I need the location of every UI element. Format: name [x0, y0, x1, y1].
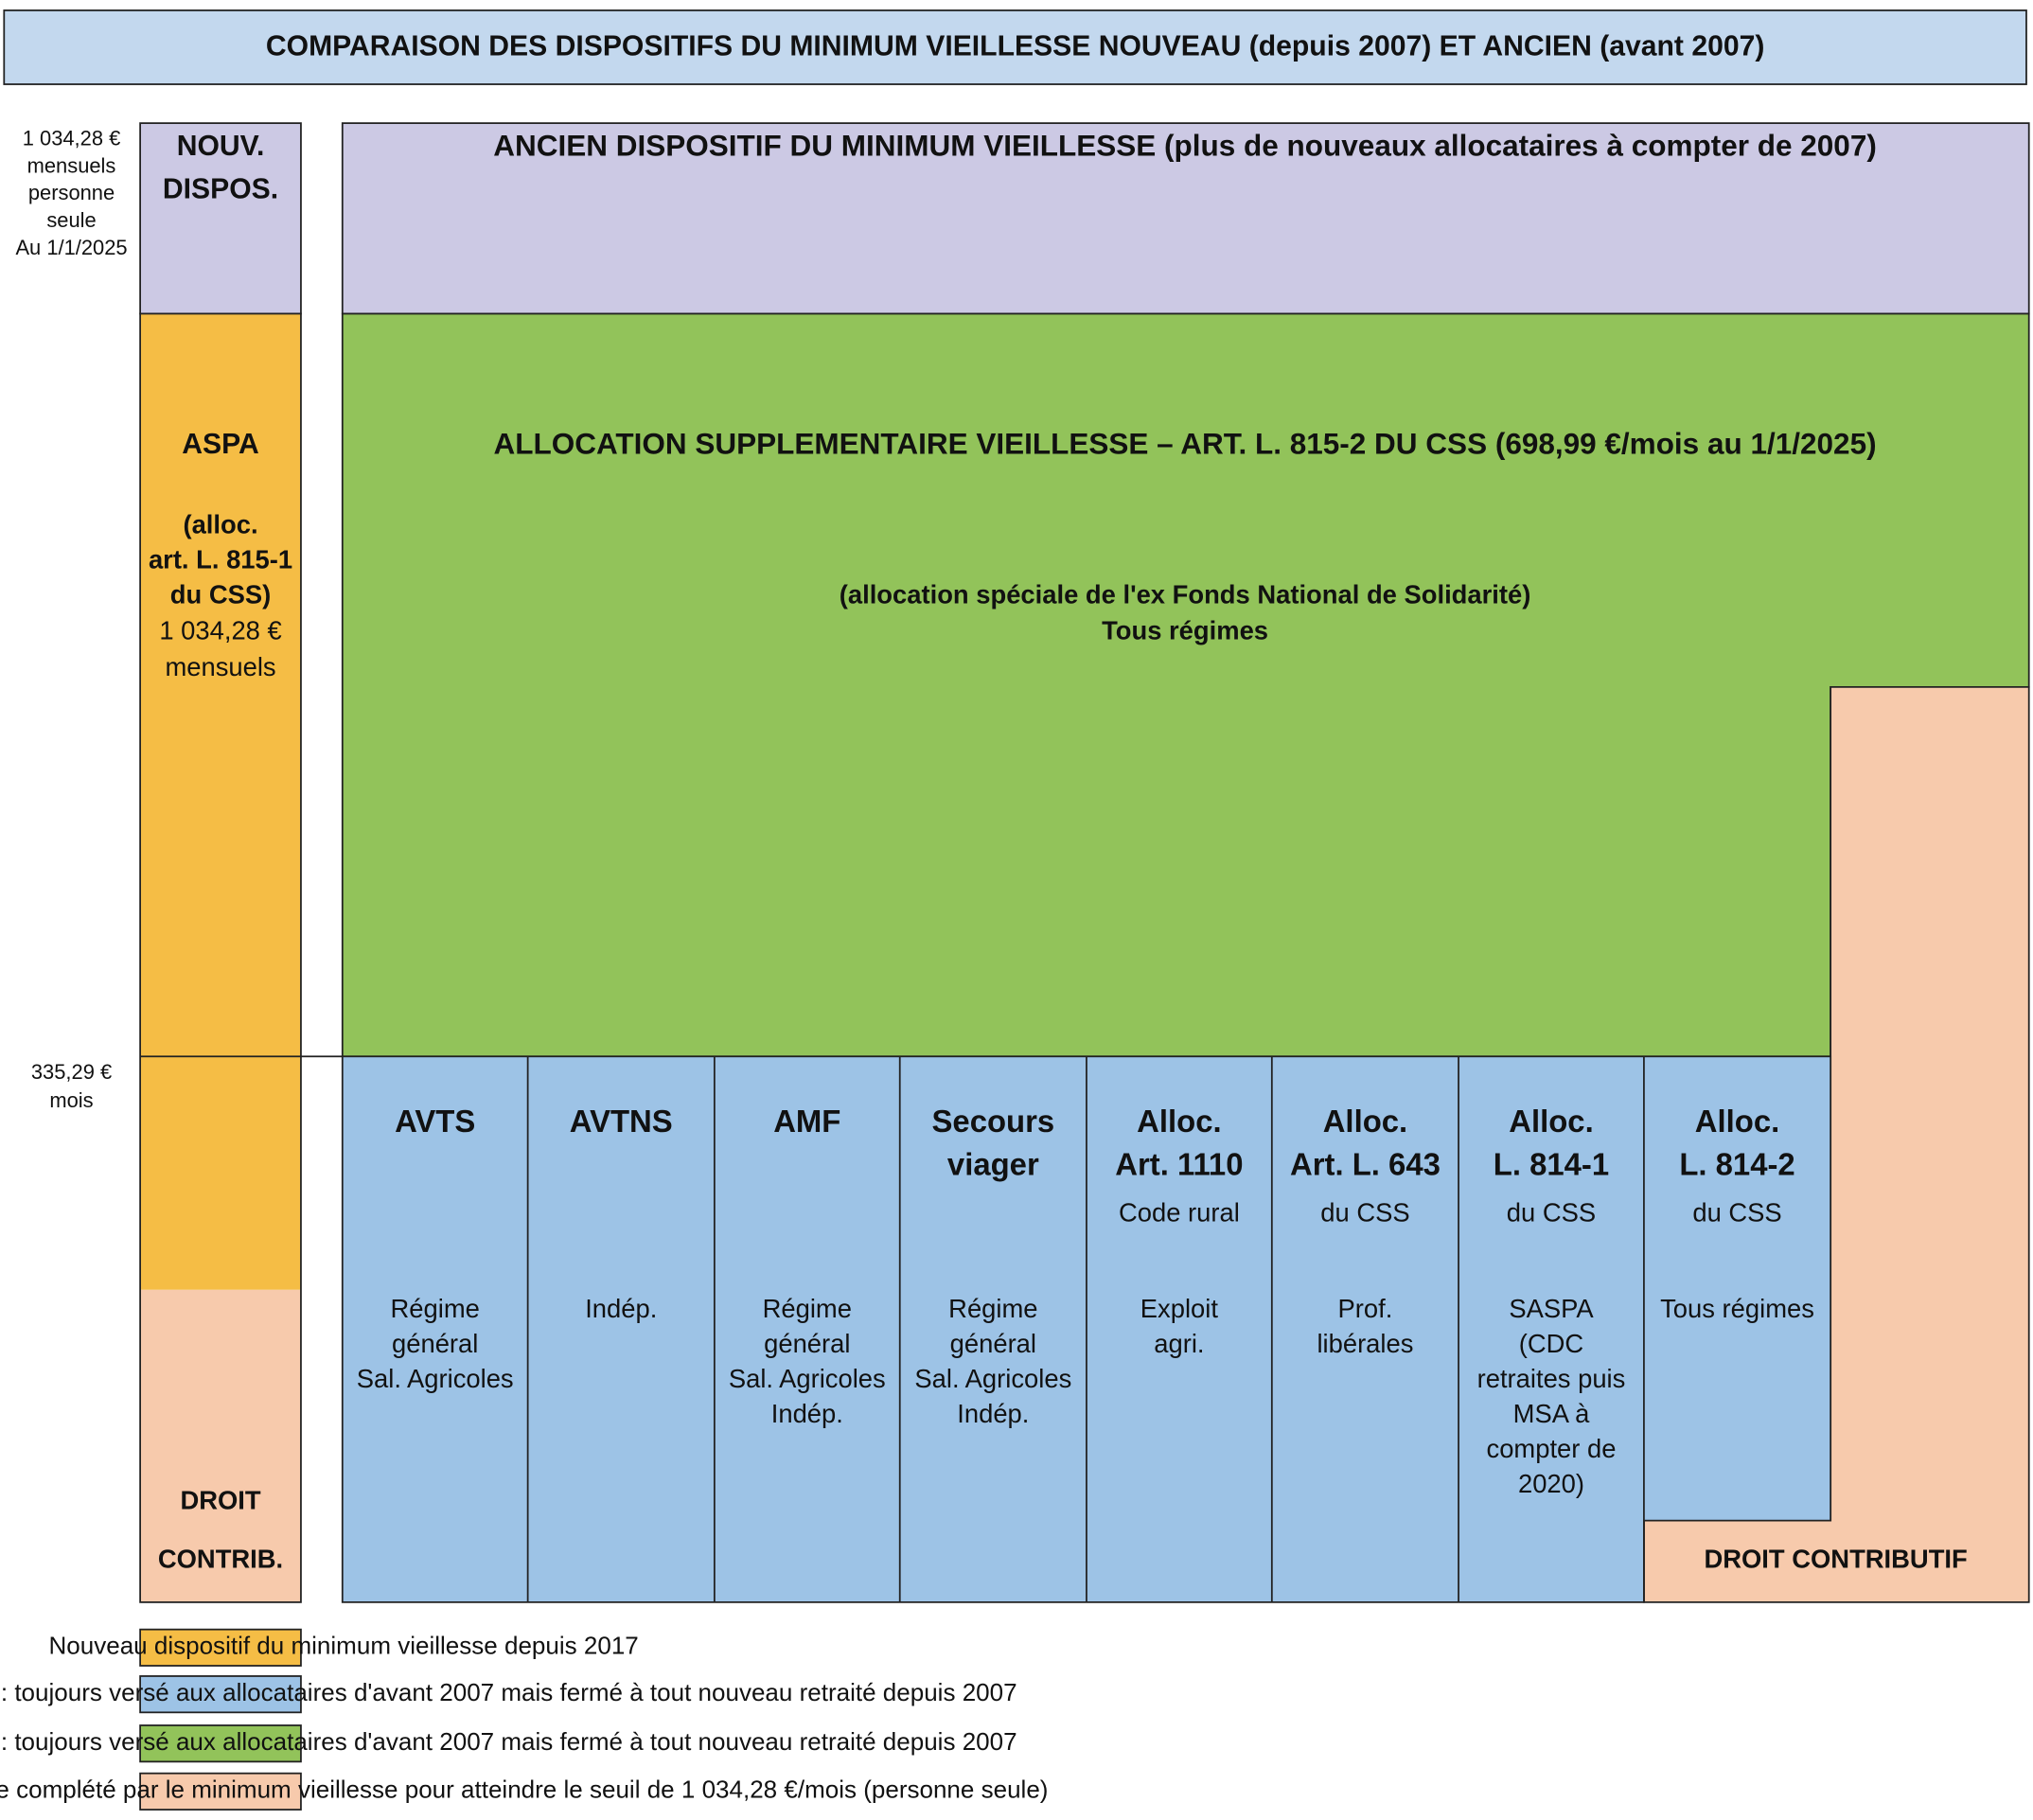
legend-swatch [139, 1675, 302, 1714]
label: Niveau 2 de l'ancien dispositif : toujou… [0, 1727, 1017, 1756]
label: DROIT [180, 1486, 260, 1515]
label: 1 034,28 € [23, 127, 121, 150]
legend-swatch [139, 1628, 302, 1667]
label: MSA à [1513, 1399, 1590, 1428]
label: Art. L. 643 [1290, 1146, 1441, 1181]
label: Art. 1110 [1115, 1146, 1243, 1181]
label: personne [28, 181, 115, 204]
label: COMPARAISON DES DISPOSITIFS DU MINIMUM V… [266, 31, 1765, 62]
label: DROIT CONTRIBUTIF [1704, 1544, 1967, 1573]
label: viager [947, 1146, 1039, 1181]
label: Au 1/1/2025 [15, 236, 127, 259]
label: mensuels [165, 652, 275, 681]
label: Alloc. [1137, 1104, 1221, 1139]
label: du CSS [1320, 1198, 1409, 1228]
label: Indép. [585, 1294, 657, 1323]
label: Nouveau dispositif du minimum vieillesse… [49, 1632, 639, 1660]
label: Alloc. [1695, 1104, 1779, 1139]
legend-swatch [139, 1724, 302, 1763]
label: Régime [948, 1294, 1037, 1323]
label: Indép. [771, 1399, 843, 1428]
label: Indép. [957, 1399, 1029, 1428]
label: Sal. Agricoles [357, 1364, 514, 1393]
legend-swatch [139, 1772, 302, 1811]
label: Sal. Agricoles [914, 1364, 1071, 1393]
label: AVTNS [570, 1104, 673, 1139]
label: Prof. [1338, 1294, 1393, 1323]
label: du CSS) [170, 579, 271, 609]
label: SASPA [1509, 1294, 1594, 1323]
aspa-box [140, 313, 301, 1290]
label: Secours [932, 1104, 1055, 1139]
label: ASPA [182, 429, 258, 460]
title-box [3, 9, 2027, 85]
green-box [341, 312, 2030, 1058]
label: AVTS [395, 1104, 475, 1139]
label: Tous régimes [1660, 1294, 1814, 1323]
label: 2020) [1518, 1469, 1584, 1498]
label: art. L. 815-1 [149, 544, 292, 574]
old-header-box [341, 122, 2030, 315]
label: Régime [391, 1294, 480, 1323]
label: général [764, 1329, 850, 1358]
label: (CDC [1519, 1329, 1583, 1358]
label: (alloc. [183, 509, 257, 539]
label: ANCIEN DISPOSITIF DU MINIMUM VIEILLESSE … [493, 128, 1877, 162]
label: (allocation spéciale de l'ex Fonds Natio… [840, 579, 1531, 609]
new-outline [139, 312, 302, 1603]
label: 335,29 € [31, 1060, 112, 1084]
label: retraites puis [1477, 1364, 1626, 1393]
label: Régime [763, 1294, 852, 1323]
label: 1 034,28 € [159, 616, 281, 645]
label: Alloc. [1509, 1104, 1593, 1139]
label: Tous régimes [1102, 616, 1268, 645]
new-droit-box [140, 1289, 301, 1602]
column-lines [526, 1056, 1645, 1602]
label: libérales [1317, 1329, 1413, 1358]
label: Sal. Agricoles [729, 1364, 886, 1393]
label: L. 814-1 [1494, 1146, 1609, 1181]
new-header-box [139, 122, 302, 315]
label: du CSS [1507, 1198, 1596, 1228]
label: seule [46, 208, 96, 232]
label: compter de [1487, 1434, 1617, 1463]
texts: COMPARAISON DES DISPOSITIFS DU MINIMUM V… [0, 31, 1968, 1804]
label: Exploit [1140, 1294, 1219, 1323]
label: DISPOS. [163, 173, 278, 204]
label: du CSS [1692, 1198, 1781, 1228]
label: Niveau 1 de l'ancien dispositif : toujou… [0, 1678, 1017, 1706]
label: CONTRIB. [158, 1544, 283, 1573]
label: AMF [773, 1104, 840, 1139]
label: L. 814-2 [1679, 1146, 1794, 1181]
label: ALLOCATION SUPPLEMENTAIRE VIEILLESSE – A… [494, 426, 1877, 460]
shapes [3, 9, 2030, 1811]
label: Droit contributif, susceptible d'être co… [0, 1776, 1048, 1804]
label: mois [49, 1088, 93, 1112]
label: NOUV. [177, 131, 265, 162]
label: Alloc. [1323, 1104, 1407, 1139]
label: général [392, 1329, 478, 1358]
label: Code rural [1119, 1198, 1240, 1228]
label: général [950, 1329, 1036, 1358]
label: mensuels [27, 153, 116, 177]
label: agri. [1154, 1329, 1204, 1358]
